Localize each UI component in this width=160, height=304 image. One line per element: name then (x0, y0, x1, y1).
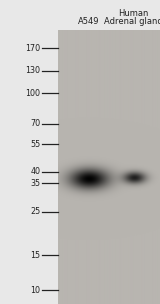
Text: Adrenal gland: Adrenal gland (104, 17, 160, 26)
Text: 35: 35 (30, 178, 41, 188)
Text: A549: A549 (78, 17, 99, 26)
Text: 15: 15 (30, 251, 41, 260)
Text: 10: 10 (31, 286, 41, 295)
Text: 130: 130 (26, 67, 41, 75)
Text: 25: 25 (30, 207, 41, 216)
Text: 55: 55 (30, 140, 41, 149)
Text: 100: 100 (26, 89, 41, 98)
Text: 170: 170 (25, 43, 41, 53)
Text: Human: Human (118, 9, 149, 18)
Text: 40: 40 (31, 167, 41, 176)
Bar (58, 30, 160, 304)
Text: 70: 70 (30, 119, 41, 128)
